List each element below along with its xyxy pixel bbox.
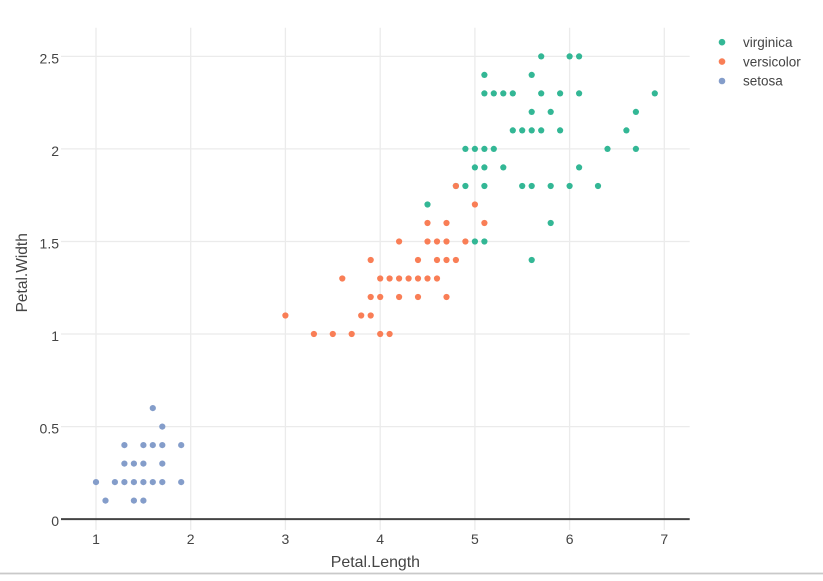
svg-text:versicolor: versicolor [743,54,801,69]
svg-text:Petal.Length: Petal.Length [331,554,420,571]
svg-text:1: 1 [51,328,59,344]
svg-text:Petal.Width: Petal.Width [14,233,31,312]
svg-text:2.5: 2.5 [40,50,60,66]
svg-text:1.5: 1.5 [40,236,60,252]
svg-text:4: 4 [376,531,384,547]
svg-text:5: 5 [471,531,479,547]
svg-text:setosa: setosa [743,74,783,89]
svg-text:7: 7 [660,531,668,547]
svg-text:2: 2 [51,143,59,159]
svg-text:1: 1 [92,531,100,547]
svg-text:0: 0 [51,513,59,529]
svg-text:0.5: 0.5 [40,421,60,437]
svg-text:2: 2 [187,531,195,547]
svg-text:3: 3 [282,531,290,547]
svg-text:virginica: virginica [743,35,793,50]
svg-text:6: 6 [566,531,574,547]
